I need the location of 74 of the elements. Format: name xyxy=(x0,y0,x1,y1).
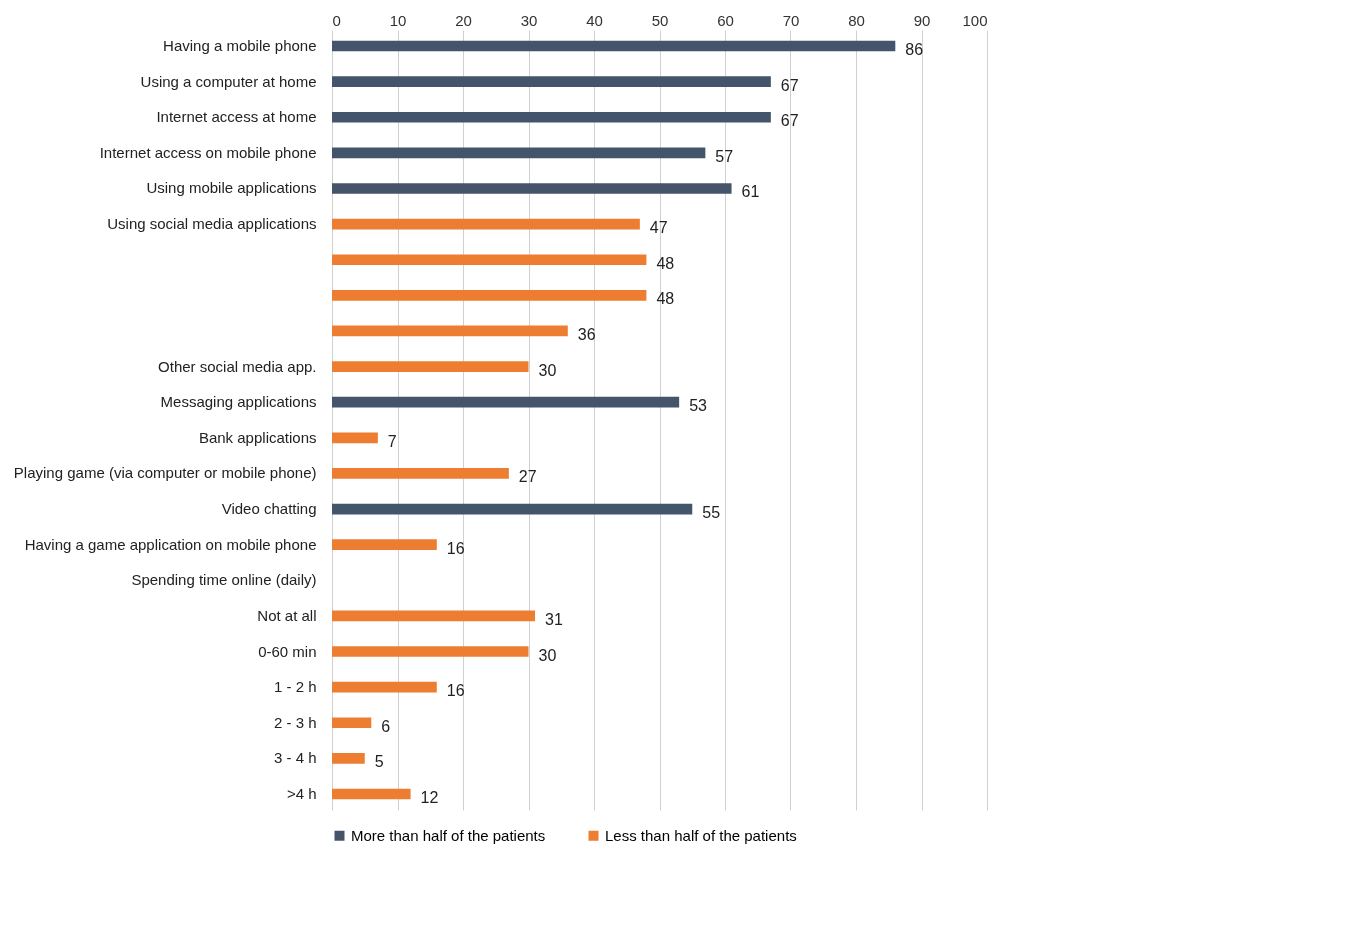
data-label: 61 xyxy=(741,183,760,201)
y-tick-label: 1 - 2 h xyxy=(273,678,317,696)
x-tick-label: 80 xyxy=(848,11,865,29)
bar xyxy=(332,610,536,622)
data-label: 36 xyxy=(577,325,596,343)
data-label: 31 xyxy=(545,610,563,628)
data-label: 67 xyxy=(780,112,799,130)
bar xyxy=(332,717,372,729)
y-tick-label: Not at all xyxy=(257,606,317,624)
x-tick-label: 70 xyxy=(782,11,800,29)
y-tick-label: Other social media app. xyxy=(158,357,317,375)
bar xyxy=(332,76,771,87)
x-tick-label: 100 xyxy=(962,11,988,29)
x-tick-label: 0 xyxy=(332,11,341,29)
y-tick-label: Using social media applications xyxy=(107,215,317,233)
bar xyxy=(332,468,509,479)
x-tick-label: 30 xyxy=(520,11,538,29)
y-tick-label: Having a game application on mobile phone xyxy=(24,535,317,553)
bar xyxy=(332,254,647,266)
bar xyxy=(332,788,411,800)
y-tick-label: >4 h xyxy=(286,784,317,802)
y-tick-label: 3 - 4 h xyxy=(273,749,317,767)
data-label: 16 xyxy=(446,682,465,700)
bar xyxy=(332,290,647,301)
bar xyxy=(332,396,680,408)
data-label: 7 xyxy=(387,432,397,450)
bar xyxy=(332,147,706,159)
legend-label: Less than half of the patients xyxy=(605,826,797,844)
y-tick-label: Internet access at home xyxy=(156,108,317,126)
data-label: 67 xyxy=(780,76,799,94)
data-label: 57 xyxy=(715,147,734,165)
y-tick-label: 2 - 3 h xyxy=(273,713,317,731)
data-label: 27 xyxy=(518,468,537,486)
x-tick-label: 10 xyxy=(389,11,407,29)
bar xyxy=(332,539,437,550)
data-label: 48 xyxy=(656,254,675,272)
y-tick-label: Using mobile applications xyxy=(146,179,317,197)
x-tick-label: 90 xyxy=(913,11,931,29)
data-label: 55 xyxy=(702,504,721,522)
x-tick-label: 20 xyxy=(455,11,472,29)
data-label: 30 xyxy=(538,646,557,664)
y-tick-label: Having a mobile phone xyxy=(163,37,317,55)
bar xyxy=(332,503,693,515)
bar xyxy=(332,325,568,337)
data-label: 12 xyxy=(420,788,439,806)
data-label: 86 xyxy=(905,41,924,59)
data-label: 16 xyxy=(446,539,465,557)
y-tick-label: 0-60 min xyxy=(258,642,317,660)
data-label: 53 xyxy=(689,397,708,415)
bar xyxy=(332,432,378,444)
y-tick-label: Using a computer at home xyxy=(140,72,317,90)
y-tick-label: Spending time online (daily) xyxy=(131,571,317,589)
legend-label: More than half of the patients xyxy=(351,826,546,844)
bar xyxy=(332,218,640,230)
bar xyxy=(332,681,437,693)
x-tick-label: 50 xyxy=(651,11,669,29)
x-tick-label: 60 xyxy=(717,11,734,29)
bar xyxy=(332,361,529,372)
data-label: 48 xyxy=(656,290,675,308)
y-tick-label: Video chatting xyxy=(221,500,317,518)
x-tick-label: 40 xyxy=(586,11,603,29)
bar xyxy=(332,753,365,764)
y-tick-label: Bank applications xyxy=(198,428,317,446)
data-label: 47 xyxy=(649,219,668,237)
bar xyxy=(332,111,771,123)
bar xyxy=(332,40,896,52)
y-tick-label: Internet access on mobile phone xyxy=(99,143,317,161)
data-label: 30 xyxy=(538,361,557,379)
data-label: 5 xyxy=(374,753,384,771)
bar xyxy=(332,183,732,194)
bar xyxy=(332,646,529,657)
y-tick-label: Playing game (via computer or mobile phone) xyxy=(13,464,317,482)
y-tick-label: Messaging applications xyxy=(160,393,317,411)
data-label: 6 xyxy=(381,717,391,735)
